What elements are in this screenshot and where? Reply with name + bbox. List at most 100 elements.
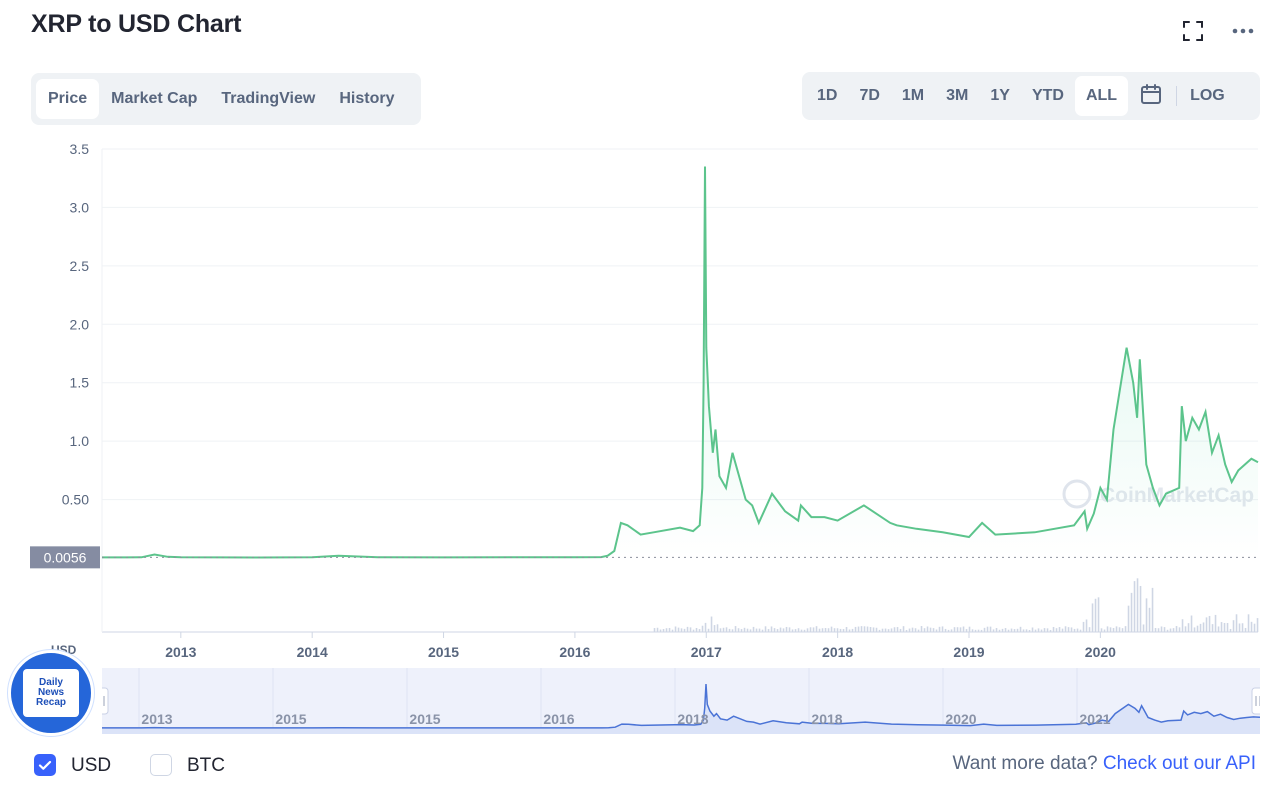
volume-bar [848, 629, 851, 632]
current-price-marker: 0.0056 [30, 546, 1258, 569]
volume-bar [881, 628, 884, 632]
navigator-area [102, 684, 1260, 734]
volume-bar [1067, 627, 1070, 632]
volume-bar [836, 628, 839, 632]
volume-bar [1040, 629, 1043, 632]
volume-bar [944, 628, 947, 632]
range-ytd[interactable]: YTD [1031, 87, 1064, 104]
volume-bar [761, 629, 764, 632]
volume-bar [1094, 598, 1097, 632]
volume-bar [1007, 629, 1010, 632]
y-tick-label: 3.0 [70, 199, 90, 215]
volume-bar [905, 629, 908, 632]
volume-bar [728, 628, 731, 632]
range-1m[interactable]: 1M [901, 87, 925, 104]
volume-bar [1115, 626, 1118, 632]
calendar-button[interactable] [1128, 76, 1174, 116]
volume-bar [1256, 618, 1259, 632]
volume-bar [758, 628, 761, 632]
volume-bar [1169, 628, 1172, 632]
volume-bar [893, 627, 896, 632]
volume-bar [689, 627, 692, 632]
btc-checkbox[interactable] [150, 754, 172, 776]
more-dots-icon[interactable] [1232, 28, 1254, 34]
x-tick-label: 2017 [691, 644, 722, 660]
volume-bar [707, 628, 710, 632]
navigator-tick-label: 2013 [141, 711, 172, 727]
range-1d[interactable]: 1D [817, 87, 838, 104]
volume-bar [659, 629, 662, 632]
navigator-right-handle[interactable] [1251, 687, 1260, 715]
volume-bar [1250, 621, 1253, 632]
volume-bar [947, 629, 950, 632]
range-7d[interactable]: 7D [859, 87, 880, 104]
volume-bar [899, 628, 902, 632]
volume-bar [815, 626, 818, 632]
tab-tradingview[interactable]: TradingView [221, 90, 316, 107]
volume-bar [1196, 625, 1199, 632]
volume-bar [791, 629, 794, 632]
volume-bar [794, 629, 797, 632]
volume-bar [1193, 627, 1196, 632]
volume-bar [737, 628, 740, 632]
range-navigator[interactable]: 2013 2015 2015 2016 2018 2018 2020 2021 [102, 668, 1260, 734]
volume-bar [1055, 628, 1058, 632]
volume-bar [1247, 614, 1250, 632]
navigator-tick-label: 2018 [811, 711, 842, 727]
volume-bar [1070, 627, 1073, 632]
volume-bar [1058, 627, 1061, 632]
volume-bar [857, 626, 860, 632]
volume-bar [752, 626, 755, 632]
tab-price[interactable]: Price [36, 79, 100, 119]
volume-bar [713, 625, 716, 632]
volume-bar [968, 626, 971, 632]
volume-bar [725, 627, 728, 632]
y-tick-label: 2.5 [70, 258, 90, 274]
log-scale-toggle[interactable]: LOG [1190, 87, 1225, 104]
navigator-tick-label: 2016 [543, 711, 574, 727]
volume-bar [1061, 628, 1064, 632]
volume-bar [803, 629, 806, 632]
volume-bar [977, 629, 980, 632]
current-price-tag [30, 546, 100, 569]
volume-bar [863, 626, 866, 632]
price-line [101, 166, 1259, 559]
volume-bar [677, 627, 680, 632]
volume-bar [920, 626, 923, 632]
volume-bar [992, 629, 995, 632]
navigator-left-handle[interactable] [102, 687, 109, 715]
volume-bar [1106, 626, 1109, 632]
range-all[interactable]: ALL [1074, 76, 1129, 116]
volume-bar [995, 628, 998, 632]
volume-bar [806, 628, 809, 632]
volume-bar [929, 627, 932, 632]
volume-bar [776, 629, 779, 632]
range-1y[interactable]: 1Y [990, 87, 1010, 104]
navigator-line [102, 684, 1260, 729]
api-link[interactable]: Check out our API [1102, 753, 1256, 774]
btc-label: BTC [187, 755, 225, 776]
y-tick-label: 1.0 [70, 433, 90, 449]
volume-bar [878, 629, 881, 632]
volume-bar [980, 629, 983, 632]
volume-bar [701, 625, 704, 632]
tab-market-cap[interactable]: Market Cap [111, 90, 198, 107]
volume-bar [1187, 623, 1190, 632]
volume-bar [674, 626, 677, 632]
volume-bar [770, 626, 773, 632]
volume-bar [1238, 623, 1241, 632]
volume-bar [1133, 581, 1136, 632]
volume-bar [797, 628, 800, 632]
volume-bar [887, 629, 890, 632]
navigator-tick-label: 2020 [945, 711, 976, 727]
price-chart[interactable]: 3.53.02.52.01.51.00.50 CoinMarketCap 0.0… [0, 130, 1280, 670]
volume-bar [983, 627, 986, 632]
volume-bar [1178, 627, 1181, 632]
tab-history[interactable]: History [339, 90, 395, 107]
volume-bar [1253, 623, 1256, 632]
usd-checkbox[interactable] [34, 754, 56, 776]
range-3m[interactable]: 3M [946, 87, 969, 104]
fullscreen-icon[interactable] [1182, 20, 1204, 42]
volume-bar [1217, 626, 1220, 632]
y-axis: 3.5 3.0 2.5 2.0 1.5 1.0 0.50 [62, 141, 89, 508]
